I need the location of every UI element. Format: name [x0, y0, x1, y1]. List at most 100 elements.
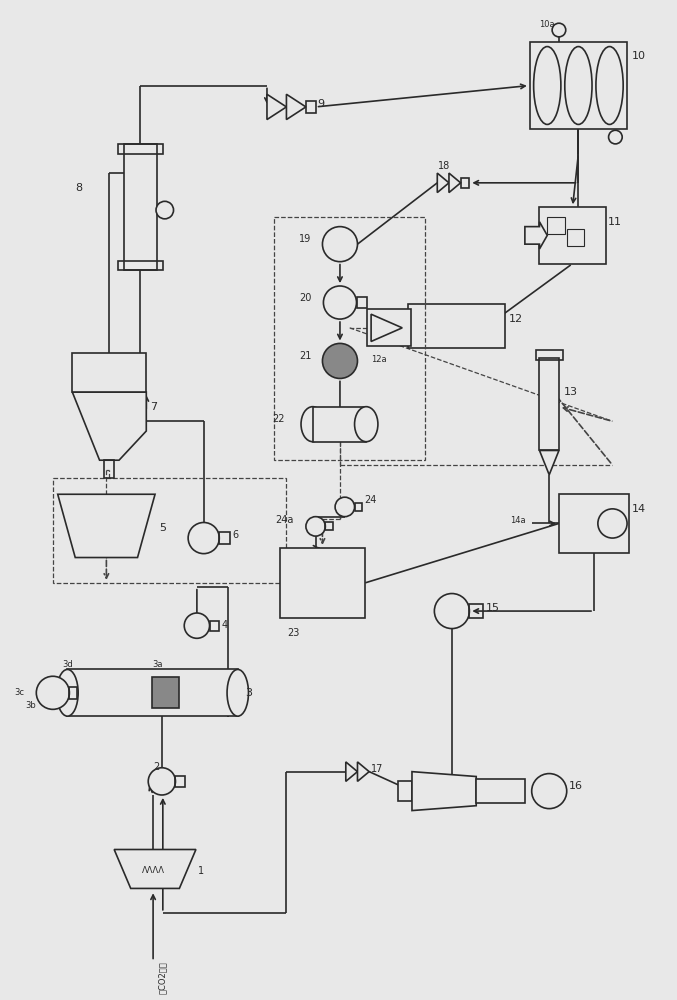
Bar [53, 478, 286, 583]
Polygon shape [437, 173, 449, 193]
Polygon shape [58, 494, 155, 558]
Polygon shape [449, 173, 460, 193]
Text: 6: 6 [232, 530, 238, 540]
Bar [72, 353, 146, 392]
Circle shape [324, 286, 357, 319]
Bar [313, 407, 366, 442]
Ellipse shape [565, 47, 592, 124]
Circle shape [552, 23, 566, 37]
Circle shape [184, 613, 210, 638]
Text: 16: 16 [569, 781, 583, 791]
Bar [210, 621, 219, 631]
Bar [469, 604, 483, 618]
Bar [124, 144, 157, 270]
Bar [540, 207, 606, 264]
Bar [357, 297, 367, 308]
Polygon shape [346, 762, 357, 781]
Ellipse shape [533, 47, 561, 124]
Text: 3a: 3a [153, 660, 163, 669]
Polygon shape [72, 392, 146, 460]
Text: 11: 11 [607, 217, 621, 227]
Bar [68, 669, 238, 716]
Bar [367, 309, 411, 346]
Text: 19: 19 [299, 234, 311, 244]
Text: 24: 24 [364, 495, 376, 505]
Text: 4: 4 [221, 620, 227, 630]
Text: 1: 1 [198, 866, 204, 876]
Text: 3c: 3c [14, 688, 24, 697]
Bar [152, 677, 179, 708]
Circle shape [598, 509, 627, 538]
Text: 8: 8 [75, 183, 83, 193]
Bar [306, 101, 315, 113]
Bar [118, 261, 163, 270]
Bar [280, 548, 366, 618]
Text: 7: 7 [150, 402, 157, 412]
Circle shape [335, 497, 355, 517]
Circle shape [148, 768, 175, 795]
Bar [567, 229, 584, 246]
Circle shape [156, 201, 173, 219]
Text: ΛΛΛΛ: ΛΛΛΛ [141, 866, 165, 875]
Text: 21: 21 [299, 351, 311, 361]
Circle shape [609, 130, 622, 144]
Polygon shape [286, 94, 306, 120]
Bar [540, 358, 559, 450]
Polygon shape [540, 450, 559, 475]
Bar [398, 781, 412, 801]
Text: 13: 13 [564, 387, 577, 397]
Circle shape [37, 676, 70, 709]
Bar [547, 217, 565, 234]
Text: 12: 12 [508, 314, 523, 324]
Bar [118, 144, 163, 154]
Text: 含CO2烟气: 含CO2烟气 [158, 961, 167, 994]
Text: 14: 14 [632, 504, 646, 514]
Text: 22: 22 [272, 414, 284, 424]
Polygon shape [267, 94, 286, 120]
Text: 9: 9 [318, 99, 325, 109]
Text: 14a: 14a [510, 516, 526, 525]
Text: 3b: 3b [26, 701, 37, 710]
Bar [326, 522, 333, 530]
Polygon shape [412, 772, 476, 811]
Text: 24a: 24a [275, 515, 293, 525]
Ellipse shape [301, 407, 324, 442]
Circle shape [322, 227, 357, 262]
Text: 3: 3 [246, 688, 253, 698]
Text: 3d: 3d [62, 660, 73, 669]
Circle shape [435, 594, 469, 629]
Bar [104, 460, 114, 478]
Ellipse shape [355, 407, 378, 442]
Bar [559, 494, 629, 553]
Bar [70, 687, 77, 699]
Text: 12a: 12a [371, 355, 387, 364]
Ellipse shape [227, 669, 248, 716]
Bar [355, 503, 362, 511]
Text: 17: 17 [371, 764, 383, 774]
Ellipse shape [57, 669, 78, 716]
Circle shape [322, 343, 357, 378]
Bar [529, 42, 627, 129]
Circle shape [188, 522, 219, 554]
Bar [536, 350, 563, 360]
Text: 10: 10 [632, 51, 646, 61]
Text: 23: 23 [288, 628, 300, 638]
Text: 10a: 10a [540, 20, 555, 29]
Polygon shape [357, 762, 369, 781]
Polygon shape [114, 850, 196, 888]
Circle shape [531, 774, 567, 809]
Ellipse shape [596, 47, 623, 124]
Text: 2: 2 [153, 762, 159, 772]
Polygon shape [525, 222, 547, 249]
Bar [219, 532, 230, 544]
Text: 15: 15 [486, 603, 500, 613]
Bar [408, 304, 506, 348]
Polygon shape [371, 314, 402, 341]
Bar [460, 178, 469, 188]
Text: 5: 5 [159, 523, 166, 533]
Bar [175, 776, 185, 787]
Text: 18: 18 [438, 161, 450, 171]
Bar [274, 217, 424, 460]
Text: 20: 20 [299, 293, 311, 303]
Bar [476, 779, 525, 803]
